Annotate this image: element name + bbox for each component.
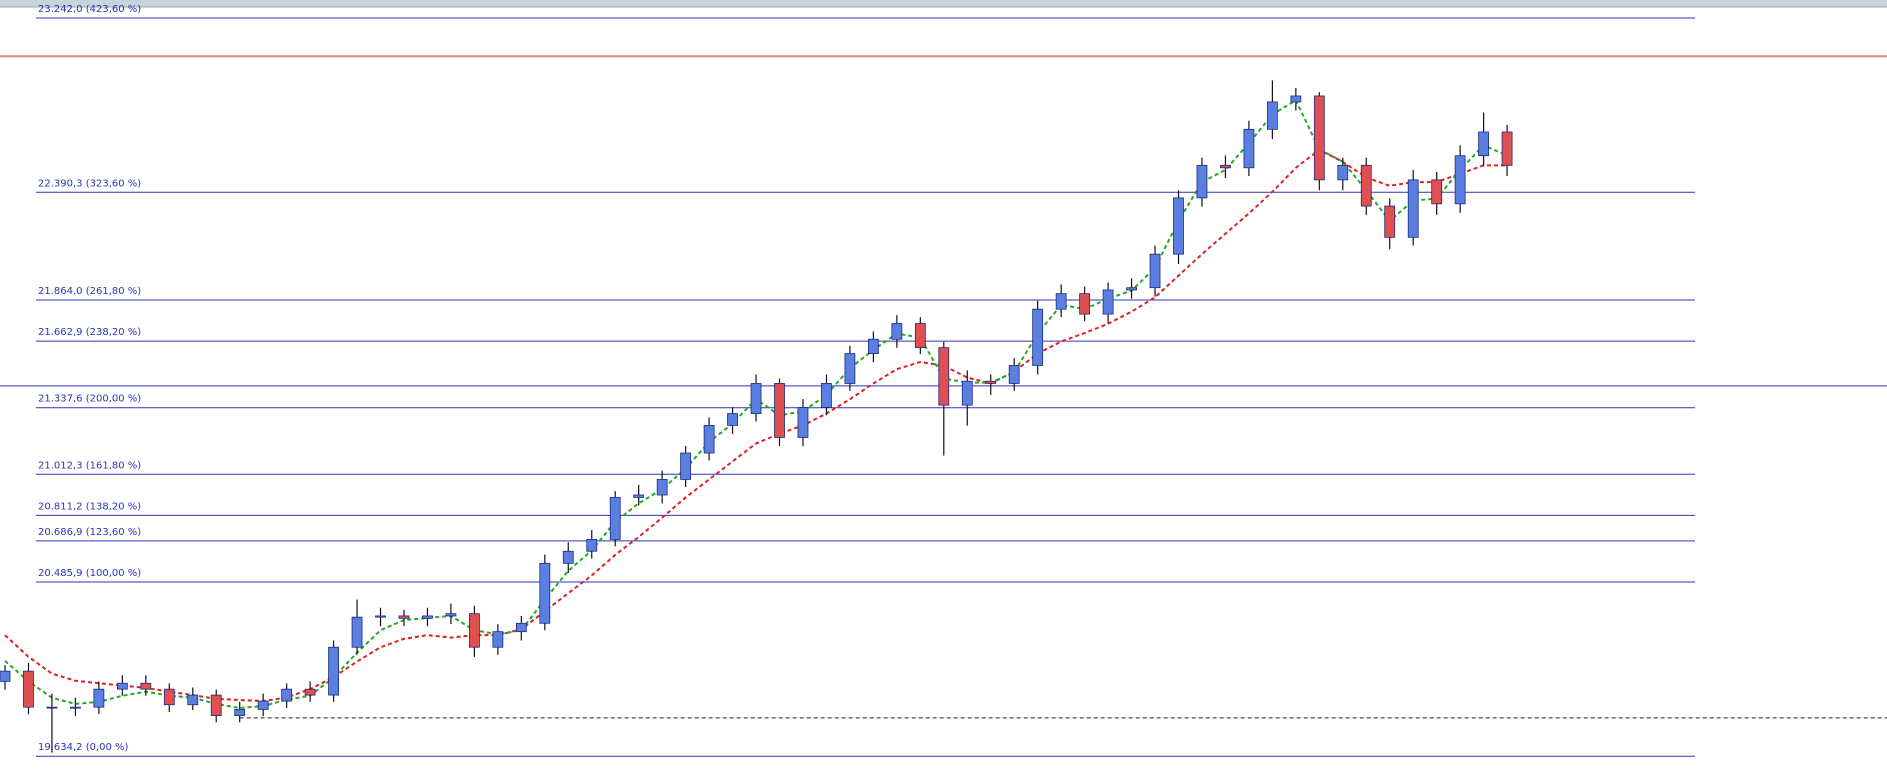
candle-body bbox=[1220, 164, 1231, 169]
candle-body bbox=[234, 709, 246, 716]
fib-label: 21.337,6 (200,00 %) bbox=[38, 394, 141, 405]
fib-label: 21.012,3 (161,80 %) bbox=[38, 460, 141, 471]
candle-body bbox=[1032, 308, 1044, 366]
candle-body bbox=[23, 670, 34, 708]
candle-body bbox=[116, 682, 128, 690]
candle-body bbox=[586, 538, 598, 552]
candle-body bbox=[750, 383, 762, 414]
candle-body bbox=[985, 380, 997, 384]
candle-body bbox=[680, 452, 692, 480]
candle-body bbox=[914, 323, 926, 349]
candle-body bbox=[1008, 365, 1020, 384]
ma-slow-line bbox=[4, 148, 1508, 703]
candle-body bbox=[1173, 197, 1184, 255]
candle-body bbox=[1313, 95, 1325, 181]
candle-body bbox=[140, 682, 152, 690]
candle-body bbox=[1243, 128, 1255, 169]
candle-body bbox=[328, 646, 339, 696]
candle-body bbox=[1478, 131, 1490, 157]
candle-body bbox=[375, 615, 386, 618]
candle-body bbox=[46, 706, 58, 709]
candle-body bbox=[304, 688, 316, 696]
candle-body bbox=[938, 347, 950, 406]
candle-body bbox=[445, 613, 457, 617]
candle-body bbox=[891, 323, 903, 340]
candle-body bbox=[1290, 95, 1302, 103]
fib-label: 20.485,9 (100,00 %) bbox=[38, 568, 141, 579]
candle-body bbox=[1431, 179, 1443, 205]
candle-body bbox=[281, 688, 293, 702]
fib-label: 20.686,9 (123,60 %) bbox=[38, 527, 141, 538]
candle-body bbox=[1384, 205, 1396, 238]
candle-body bbox=[257, 700, 269, 710]
fib-label: 21.662,9 (238,20 %) bbox=[38, 327, 141, 338]
candle-body bbox=[351, 616, 363, 648]
candle-body bbox=[844, 353, 856, 384]
candle-body bbox=[1102, 289, 1114, 315]
candle-body bbox=[867, 338, 879, 354]
fib-label: 22.390,3 (323,60 %) bbox=[38, 178, 141, 189]
candle-body bbox=[727, 413, 738, 426]
candle-body bbox=[492, 631, 504, 648]
candle-body bbox=[187, 694, 199, 706]
candle-body bbox=[774, 383, 785, 438]
candle-body bbox=[1126, 287, 1137, 291]
candle-body bbox=[1337, 164, 1349, 181]
candle-body bbox=[821, 383, 832, 408]
candle-body bbox=[562, 550, 574, 564]
candle-body bbox=[398, 615, 410, 619]
candle-body bbox=[515, 622, 527, 633]
fib-label: 21.864,0 (261,80 %) bbox=[38, 286, 141, 297]
candle-body bbox=[70, 706, 81, 709]
candle-body bbox=[210, 694, 222, 716]
candle-body bbox=[633, 494, 645, 498]
candle-body bbox=[1501, 131, 1513, 166]
candle-body bbox=[1407, 179, 1419, 238]
candle-body bbox=[93, 688, 105, 708]
candle-body bbox=[609, 497, 621, 540]
fib-label: 20.811,2 (138,20 %) bbox=[38, 501, 141, 512]
candle-body bbox=[1266, 101, 1278, 130]
fib-label: 23.242,0 (423,60 %) bbox=[38, 4, 141, 15]
candle-body bbox=[1149, 253, 1161, 289]
candle-body bbox=[1360, 164, 1372, 207]
candle-body bbox=[422, 615, 433, 619]
top-bar bbox=[0, 0, 1887, 7]
candle-body bbox=[539, 562, 551, 624]
candle-body bbox=[163, 688, 175, 706]
candle-body bbox=[1079, 293, 1091, 315]
fib-label: 19.634,2 (0,00 %) bbox=[38, 742, 129, 753]
candle-body bbox=[797, 407, 809, 438]
candle-body bbox=[961, 380, 973, 406]
candle-body bbox=[1055, 293, 1067, 310]
candle-body bbox=[1454, 155, 1466, 205]
candle-body bbox=[468, 613, 480, 648]
candle-body bbox=[0, 670, 11, 682]
candle-body bbox=[656, 479, 668, 496]
candle-body bbox=[703, 425, 715, 454]
candle-body bbox=[1196, 164, 1208, 199]
